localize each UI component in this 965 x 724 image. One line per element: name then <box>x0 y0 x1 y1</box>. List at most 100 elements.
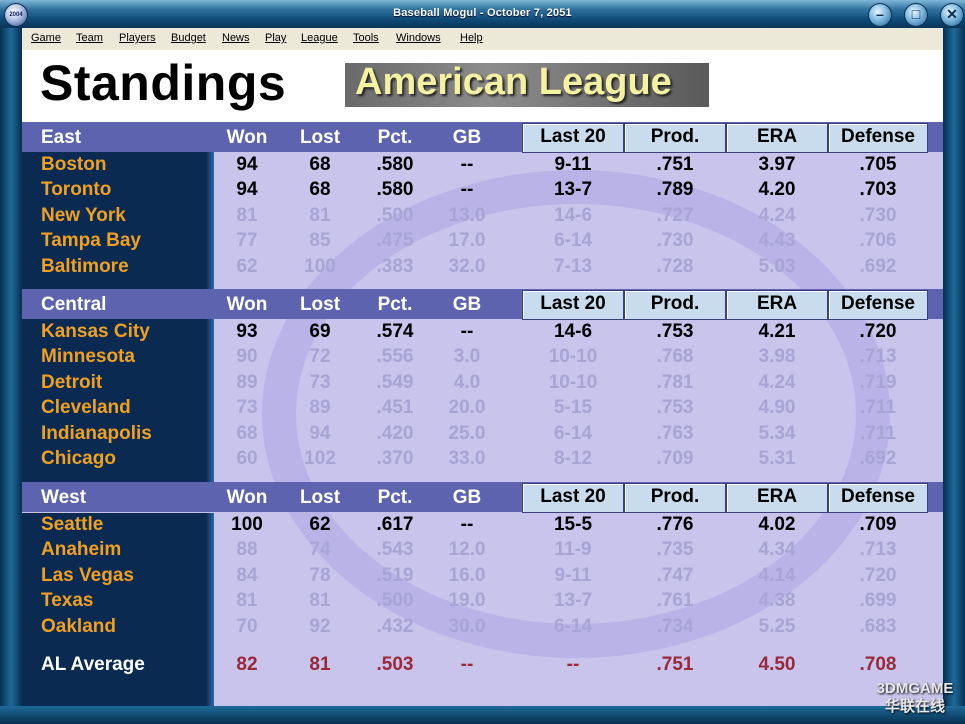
table-row[interactable]: Cleveland 73 89 .451 20.0 5-15 .753 4.90 .711 <box>22 396 943 421</box>
table-row[interactable]: Texas 81 81 .500 19.0 13-7 .761 4.38 .699 <box>22 589 943 614</box>
cell-won: 94 <box>236 154 258 175</box>
column-header-defense-button[interactable]: Defense <box>828 483 928 513</box>
column-header-era-button[interactable]: ERA <box>726 483 828 513</box>
cell-prod: .753 <box>656 397 694 419</box>
column-header-gb[interactable]: GB <box>452 487 482 508</box>
team-name[interactable]: Minnesota <box>41 346 135 368</box>
cell-won: 89 <box>236 371 258 393</box>
column-header-gb[interactable]: GB <box>452 294 482 315</box>
menu-players[interactable]: Players <box>119 32 156 44</box>
cell-pct: .420 <box>376 422 414 444</box>
table-row[interactable]: Chicago 60 102 .370 33.0 8-12 .709 5.31 .692 <box>22 447 943 472</box>
table-row[interactable]: Minnesota 90 72 .556 3.0 10-10 .768 3.98 .713 <box>22 345 943 370</box>
cell-lost: 81 <box>309 204 331 226</box>
team-name[interactable]: Anaheim <box>41 539 122 561</box>
team-name[interactable]: Seattle <box>41 514 104 535</box>
cell-lost: 94 <box>309 422 331 444</box>
column-header-won[interactable]: Won <box>226 127 268 148</box>
table-row[interactable]: Indianapolis 68 94 .420 25.0 6-14 .763 5.34 .711 <box>22 422 943 447</box>
app-icon[interactable]: 2004 <box>4 3 28 27</box>
team-column-shade <box>206 513 214 706</box>
cell-defense: .706 <box>859 230 897 252</box>
maximize-button[interactable]: □ <box>904 3 928 27</box>
column-header-lost[interactable]: Lost <box>299 487 341 508</box>
table-row[interactable]: Boston 94 68 .580 -- 9-11 .751 3.97 .705 <box>22 153 943 178</box>
team-name[interactable]: Chicago <box>41 448 116 469</box>
column-header-last20-button[interactable]: Last 20 <box>522 483 624 513</box>
division-name: West <box>41 487 87 508</box>
table-row[interactable]: New York 81 81 .500 13.0 14-6 .727 4.24 .730 <box>22 204 943 229</box>
team-name[interactable]: Cleveland <box>41 397 131 419</box>
league-name: American League <box>355 61 672 103</box>
column-header-pct[interactable]: Pct. <box>377 487 413 508</box>
column-header-lost[interactable]: Lost <box>299 127 341 148</box>
team-name[interactable]: Texas <box>41 590 94 612</box>
window-frame-left <box>0 28 22 724</box>
team-name[interactable]: Baltimore <box>41 255 129 277</box>
table-row[interactable]: Detroit 89 73 .549 4.0 10-10 .781 4.24 .719 <box>22 371 943 396</box>
cell-last20: 13-7 <box>553 590 593 612</box>
watermark-line-1: 3DMGAME <box>876 680 954 697</box>
close-button[interactable]: ✕ <box>940 3 964 27</box>
table-row[interactable]: Las Vegas 84 78 .519 16.0 9-11 .747 4.14 .720 <box>22 564 943 589</box>
cell-prod: .768 <box>656 346 694 368</box>
table-row[interactable]: Toronto 94 68 .580 -- 13-7 .789 4.20 .703 <box>22 178 943 203</box>
column-header-era-button[interactable]: ERA <box>726 123 828 153</box>
table-row[interactable]: Kansas City 93 69 .574 -- 14-6 .753 4.21 .720 <box>22 320 943 345</box>
team-name[interactable]: Boston <box>41 154 107 175</box>
menu-news[interactable]: News <box>222 32 250 44</box>
table-row[interactable]: Seattle 100 62 .617 -- 15-5 .776 4.02 .709 <box>22 513 943 538</box>
column-header-prod-button[interactable]: Prod. <box>624 123 726 153</box>
cell-defense: .692 <box>859 255 897 277</box>
cell-era: 4.14 <box>758 564 796 586</box>
menu-team[interactable]: Team <box>76 32 103 44</box>
table-row[interactable]: Anaheim 88 74 .543 12.0 11-9 .735 4.34 .713 <box>22 538 943 563</box>
team-name[interactable]: Toronto <box>41 179 112 201</box>
cell-gb: -- <box>460 179 474 201</box>
column-header-lost[interactable]: Lost <box>299 294 341 315</box>
table-row[interactable]: Oakland 70 92 .432 30.0 6-14 .734 5.25 .683 <box>22 615 943 640</box>
cell-pct: .475 <box>376 230 414 252</box>
team-name[interactable]: Oakland <box>41 615 116 637</box>
column-header-last20-button[interactable]: Last 20 <box>522 123 624 153</box>
column-header-pct[interactable]: Pct. <box>377 127 413 148</box>
menu-play[interactable]: Play <box>265 32 287 44</box>
team-name[interactable]: New York <box>41 204 126 226</box>
cell-lost: 85 <box>309 230 331 252</box>
cell-pct: .543 <box>376 539 414 561</box>
column-header-won[interactable]: Won <box>226 294 268 315</box>
team-column-shade <box>206 319 214 482</box>
column-header-defense-button[interactable]: Defense <box>828 290 928 320</box>
cell-gb: 17.0 <box>448 230 486 252</box>
minimize-button[interactable]: – <box>868 3 892 27</box>
column-header-gb[interactable]: GB <box>452 127 482 148</box>
table-row[interactable]: Tampa Bay 77 85 .475 17.0 6-14 .730 4.43 .706 <box>22 229 943 254</box>
team-name[interactable]: Kansas City <box>41 321 150 342</box>
column-header-prod-button[interactable]: Prod. <box>624 290 726 320</box>
table-row[interactable]: Baltimore 62 100 .383 32.0 7-13 .728 5.03 .692 <box>22 255 943 280</box>
team-name[interactable]: Las Vegas <box>41 564 134 586</box>
cell-gb: -- <box>460 321 474 342</box>
column-header-won[interactable]: Won <box>226 487 268 508</box>
team-name[interactable]: Tampa Bay <box>41 230 141 252</box>
column-header-prod-button[interactable]: Prod. <box>624 483 726 513</box>
menu-league[interactable]: League <box>301 32 338 44</box>
column-header-defense-button[interactable]: Defense <box>828 123 928 153</box>
cell-won: 73 <box>236 397 258 419</box>
team-name[interactable]: Detroit <box>41 371 103 393</box>
menu-budget[interactable]: Budget <box>171 32 206 44</box>
cell-gb: -- <box>460 154 474 175</box>
cell-won: 88 <box>236 539 258 561</box>
column-header-last20-button[interactable]: Last 20 <box>522 290 624 320</box>
team-column-band <box>22 152 214 290</box>
cell-lost: 92 <box>309 615 331 637</box>
menu-windows[interactable]: Windows <box>396 32 441 44</box>
column-header-label: ERA <box>756 486 798 507</box>
menu-help[interactable]: Help <box>460 32 483 44</box>
team-name[interactable]: Indianapolis <box>41 422 152 444</box>
title-bar[interactable]: 2004 Baseball Mogul - October 7, 2051 – … <box>0 0 965 28</box>
menu-tools[interactable]: Tools <box>353 32 379 44</box>
column-header-era-button[interactable]: ERA <box>726 290 828 320</box>
menu-game[interactable]: Game <box>31 32 61 44</box>
column-header-pct[interactable]: Pct. <box>377 294 413 315</box>
